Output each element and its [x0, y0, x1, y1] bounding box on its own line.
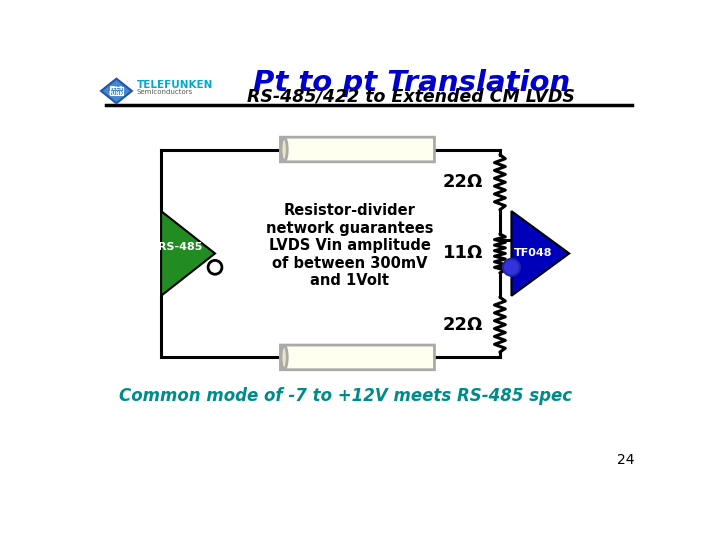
Text: TF048: TF048 — [514, 248, 552, 259]
Text: Pt to pt Translation: Pt to pt Translation — [253, 69, 570, 97]
Text: FUNK: FUNK — [109, 91, 124, 96]
Text: Common mode of -7 to +12V meets RS-485 spec: Common mode of -7 to +12V meets RS-485 s… — [120, 387, 572, 405]
Circle shape — [503, 259, 520, 276]
Text: 22Ω: 22Ω — [443, 316, 483, 334]
Text: TELEFUNKEN: TELEFUNKEN — [137, 80, 213, 90]
Text: Semiconductors: Semiconductors — [137, 89, 193, 94]
Text: RS-485/422 to Extended CM LVDS: RS-485/422 to Extended CM LVDS — [248, 87, 575, 105]
Text: TELS: TELS — [109, 86, 123, 91]
Text: RS-485: RS-485 — [158, 242, 202, 252]
Text: 24: 24 — [617, 453, 634, 467]
Polygon shape — [511, 211, 570, 296]
Text: 22Ω: 22Ω — [443, 173, 483, 191]
Ellipse shape — [281, 346, 287, 369]
Text: Resistor-divider
network guarantees
LVDS Vin amplitude
of between 300mV
and 1Vol: Resistor-divider network guarantees LVDS… — [266, 204, 433, 288]
FancyBboxPatch shape — [281, 137, 434, 162]
Circle shape — [208, 260, 222, 274]
Ellipse shape — [281, 138, 287, 161]
Text: 11Ω: 11Ω — [443, 245, 483, 262]
Polygon shape — [161, 211, 215, 296]
Polygon shape — [101, 79, 132, 103]
FancyBboxPatch shape — [281, 345, 434, 370]
